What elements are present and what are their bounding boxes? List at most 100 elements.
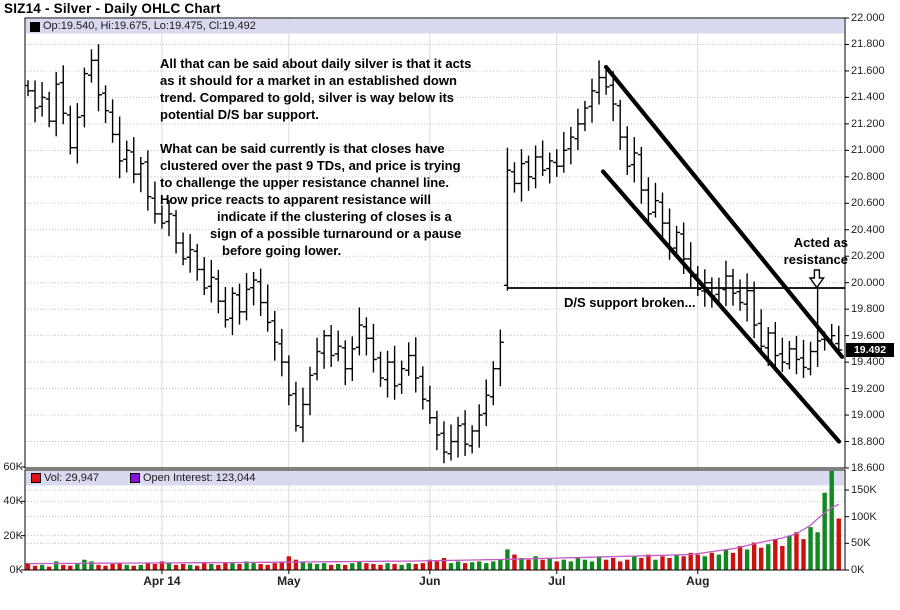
volume-bar bbox=[293, 559, 299, 570]
volume-bar bbox=[484, 563, 489, 570]
volume-bar bbox=[773, 539, 778, 570]
volume-bar bbox=[477, 561, 482, 570]
open-interest-line bbox=[28, 503, 840, 565]
price-axis-tick-label: 22.000 bbox=[851, 12, 885, 24]
volume-bar bbox=[75, 563, 80, 570]
volume-bar bbox=[575, 557, 581, 570]
volume-bar bbox=[674, 554, 679, 570]
volume-bar bbox=[716, 554, 722, 570]
volume-bar bbox=[25, 563, 31, 570]
volume-bar bbox=[596, 556, 602, 570]
volume-bar bbox=[39, 564, 45, 570]
volume-bar bbox=[378, 564, 383, 570]
volume-bar bbox=[314, 563, 320, 570]
volume-bar bbox=[822, 492, 827, 570]
volume-axis-tick-label: 20K bbox=[3, 529, 23, 542]
price-axis-tick-label: 20.400 bbox=[851, 223, 885, 236]
price-axis-tick-label: 20.000 bbox=[851, 276, 885, 289]
oi-axis-tick-label: 100K bbox=[851, 510, 877, 523]
oi-axis-tick-label: 0K bbox=[851, 564, 865, 576]
volume-bar bbox=[300, 561, 306, 570]
volume-bar bbox=[272, 563, 277, 570]
volume-bars bbox=[25, 471, 841, 570]
volume-bar bbox=[780, 545, 785, 570]
volume-bar bbox=[173, 564, 179, 570]
volume-bar bbox=[639, 557, 644, 570]
volume-bar bbox=[681, 556, 686, 570]
date-axis-tick-label: Jul bbox=[548, 574, 566, 588]
volume-bar bbox=[646, 554, 651, 570]
volume-bar bbox=[82, 559, 87, 570]
volume-bar bbox=[561, 559, 566, 570]
volume-bar bbox=[702, 556, 707, 570]
volume-bar bbox=[667, 557, 672, 570]
volume-bar bbox=[350, 563, 355, 570]
volume-bar bbox=[498, 559, 503, 570]
volume-bar bbox=[737, 545, 743, 570]
volume-bar bbox=[117, 563, 122, 570]
volume-bar bbox=[223, 562, 228, 570]
volume-bar bbox=[427, 559, 433, 570]
volume-bar bbox=[688, 552, 693, 570]
volume-bar bbox=[653, 559, 658, 570]
volume-bar bbox=[794, 532, 799, 570]
volume-bar bbox=[152, 563, 158, 570]
date-axis-tick-label: May bbox=[277, 574, 301, 588]
volume-bar bbox=[815, 532, 820, 570]
volume-bar bbox=[610, 557, 616, 570]
price-axis-tick-label: 19.000 bbox=[851, 409, 885, 422]
volume-bar bbox=[307, 563, 313, 570]
price-gridlines bbox=[25, 43, 845, 443]
volume-bar bbox=[462, 563, 468, 570]
volume-bar bbox=[406, 563, 411, 570]
volume-bar bbox=[110, 563, 115, 570]
oi-axis-tick-label: 50K bbox=[851, 537, 871, 550]
volume-bar bbox=[519, 557, 524, 570]
volume-bar bbox=[554, 561, 559, 570]
volume-bar bbox=[744, 549, 750, 570]
legend-strips bbox=[26, 19, 844, 486]
ohlc-legend-swatch bbox=[30, 21, 40, 32]
volume-bar bbox=[836, 518, 841, 570]
oi-line bbox=[28, 503, 840, 565]
volume-bar bbox=[632, 556, 637, 570]
volume-bar bbox=[582, 559, 588, 570]
volume-bar bbox=[343, 564, 348, 570]
volume-bar bbox=[801, 539, 806, 570]
volume-bar bbox=[392, 563, 397, 570]
volume-bar bbox=[237, 563, 242, 570]
volume-bar bbox=[131, 565, 136, 570]
volume-bar bbox=[420, 563, 425, 570]
date-axis-tick-label: Jun bbox=[419, 574, 441, 588]
volume-bar bbox=[265, 564, 270, 570]
volume-bar bbox=[46, 566, 52, 570]
volume-bar bbox=[448, 563, 454, 570]
volume-bar bbox=[540, 559, 545, 570]
volume-bar bbox=[759, 547, 764, 570]
price-axis-tick-label: 18.800 bbox=[851, 435, 885, 448]
volume-gridlines bbox=[25, 489, 845, 544]
volume-bar bbox=[829, 471, 834, 570]
volume-bar bbox=[660, 556, 665, 570]
channel-line-upper bbox=[603, 64, 845, 359]
volume-bar bbox=[787, 535, 792, 570]
price-axis-tick-label: 19.600 bbox=[851, 329, 885, 342]
volume-bar bbox=[328, 564, 334, 570]
volume-bar bbox=[371, 563, 376, 570]
volume-bar bbox=[258, 563, 263, 570]
volume-bar bbox=[138, 564, 143, 570]
price-axis-tick-label: 21.400 bbox=[851, 91, 885, 104]
volume-bar bbox=[202, 563, 207, 570]
volume-bar bbox=[751, 542, 757, 570]
volume-bar bbox=[209, 563, 214, 570]
volume-bar bbox=[709, 552, 715, 570]
volume-bar bbox=[441, 557, 447, 570]
volume-bar bbox=[469, 562, 475, 570]
volume-bar bbox=[568, 561, 574, 570]
volume-bar bbox=[166, 563, 172, 570]
volume-bar bbox=[68, 565, 73, 570]
volume-legend-swatch bbox=[31, 473, 41, 483]
price-axis-tick-label: 21.600 bbox=[851, 64, 885, 77]
